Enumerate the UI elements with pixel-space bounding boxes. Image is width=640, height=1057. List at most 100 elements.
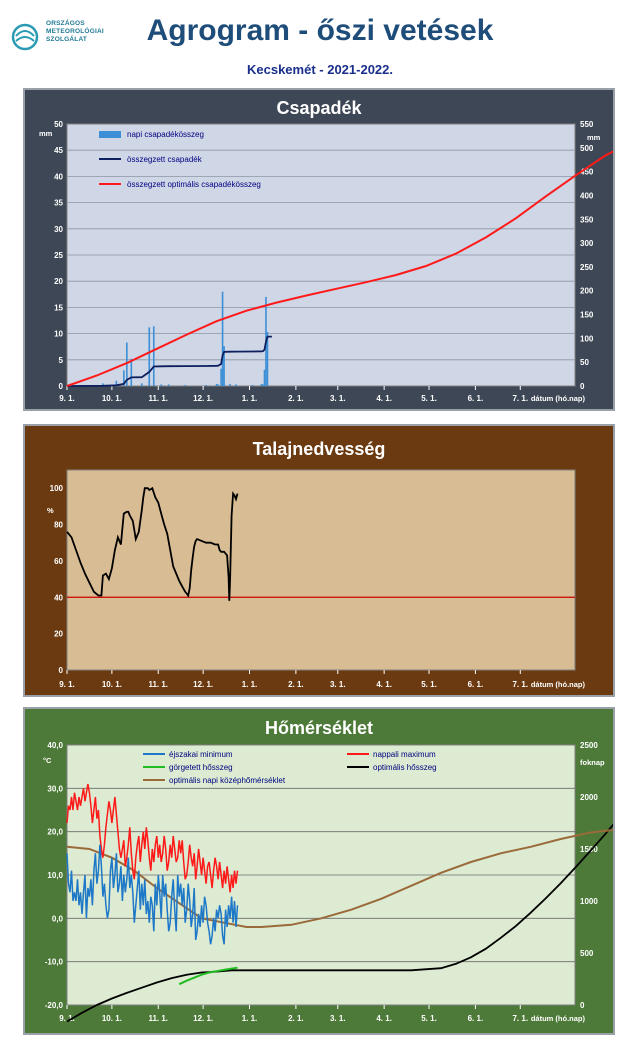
- y-tick-label: 25: [54, 251, 63, 260]
- y2-tick-label: 400: [580, 191, 594, 200]
- x-tick-label: 10. 1.: [102, 1014, 122, 1023]
- y-tick-label: 60: [54, 557, 63, 566]
- y2-tick-label: 0: [580, 382, 585, 391]
- precip-bar: [235, 384, 237, 386]
- precip-bar: [126, 342, 128, 386]
- y-tick-label: 40: [54, 593, 63, 602]
- x-tick-label: 7. 1.: [512, 1014, 528, 1023]
- y2-tick-label: 150: [580, 311, 594, 320]
- omsz-logo: ORSZÁGOS METEOROLÓGIAI SZOLGÁLAT: [10, 18, 130, 58]
- x-tick-label: 1. 1.: [242, 394, 258, 403]
- precip-bar: [184, 384, 186, 386]
- x-tick-label: 9. 1.: [59, 1014, 75, 1023]
- x-tick-label: 3. 1.: [330, 394, 346, 403]
- y-tick-label: 45: [54, 146, 63, 155]
- soil-moisture-chart: Talajnedvesség 9. 1. 10. 1. 11. 1. 12. 1. 1. …: [47, 439, 586, 689]
- y2-tick-label: 2500: [580, 741, 598, 750]
- precip-bar: [123, 370, 125, 386]
- cum-precip-line: [66, 335, 272, 387]
- x-tick-label: 12. 1.: [193, 680, 213, 689]
- x-tick-label: 6. 1.: [468, 680, 484, 689]
- opt-daily-mean-line: [66, 825, 640, 928]
- x-axis-label: dátum (hó.nap): [531, 680, 586, 689]
- precip-bar: [130, 358, 133, 386]
- y-unit-label: %: [47, 506, 54, 515]
- x-tick-label: 9. 1.: [59, 394, 75, 403]
- soil-moisture-line: [66, 486, 239, 601]
- y-tick-label: 80: [54, 521, 63, 530]
- precip-bar: [140, 383, 143, 386]
- precip-bar: [223, 346, 225, 386]
- precip-bar: [221, 291, 224, 386]
- rolling-heat-line: [178, 966, 238, 986]
- x-tick-label: 4. 1.: [376, 1014, 392, 1023]
- y2-tick-label: 450: [580, 168, 594, 177]
- legend-label: optimális napi középhőmérséklet: [169, 776, 286, 785]
- x-tick-label: 1. 1.: [242, 680, 258, 689]
- precip-bar: [115, 380, 118, 386]
- plot-area: [66, 469, 576, 671]
- y-tick-label: 35: [54, 199, 63, 208]
- y-tick-label: 20: [54, 277, 63, 286]
- precip-bar: [251, 384, 254, 386]
- legend-label: napi csapadékösszeg: [127, 130, 204, 139]
- precip-bar: [263, 369, 266, 386]
- x-tick-label: 10. 1.: [102, 680, 122, 689]
- y2-tick-label: 1000: [580, 897, 598, 906]
- y-tick-label: -10,0: [45, 958, 64, 967]
- precip-bar: [220, 368, 222, 386]
- legend-label: éjszakai minimum: [169, 750, 233, 759]
- y2-tick-label: 250: [580, 263, 594, 272]
- x-tick-label: 7. 1.: [512, 680, 528, 689]
- precip-bar: [152, 326, 155, 386]
- x-tick-label: 3. 1.: [330, 680, 346, 689]
- y-tick-label: 30: [54, 225, 63, 234]
- y-tick-label: 15: [54, 303, 63, 312]
- temperature-chart: Hőmérséklet 9. 1. 10. 1. 11. 1. 12. 1. 1. 1. 2…: [43, 718, 640, 1023]
- x-tick-label: 4. 1.: [376, 680, 392, 689]
- opt-heat-sum-line: [66, 790, 640, 1023]
- precip-bar: [148, 327, 151, 386]
- y-tick-label: 0,0: [52, 914, 64, 923]
- x-tick-label: 7. 1.: [512, 394, 528, 403]
- y-unit-label: °C: [43, 756, 52, 765]
- legend-label: optimális hősszeg: [373, 763, 437, 772]
- logo-line-3: SZOLGÁLAT: [46, 36, 88, 43]
- x-tick-label: 5. 1.: [421, 680, 437, 689]
- x-tick-label: 11. 1.: [148, 680, 168, 689]
- x-axis-label: dátum (hó.nap): [531, 394, 586, 403]
- temperature-panel: Hőmérséklet 9. 1. 10. 1. 11. 1. 12. 1. 1. 1. 2…: [23, 707, 640, 1035]
- day-max-line: [66, 783, 239, 893]
- y-tick-label: 0: [59, 666, 64, 675]
- y-tick-label: 10: [54, 330, 63, 339]
- x-axis-label: dátum (hó.nap): [531, 1014, 586, 1023]
- logo-line-2: METEOROLÓGIAI: [46, 28, 104, 35]
- x-tick-label: 2. 1.: [288, 680, 304, 689]
- logo-text: ORSZÁGOS METEOROLÓGIAI SZOLGÁLAT: [46, 20, 104, 44]
- precip-bar: [266, 332, 269, 386]
- legend-label: nappali maximum: [373, 750, 436, 759]
- x-tick-label: 6. 1.: [468, 394, 484, 403]
- soil-moisture-panel: Talajnedvesség 9. 1. 10. 1. 11. 1. 12. 1. 1. …: [23, 424, 615, 697]
- cum-optimal-line: [66, 142, 640, 387]
- precip-bar: [215, 383, 218, 386]
- y2-tick-label: 500: [580, 949, 594, 958]
- y2-tick-label: 100: [580, 334, 594, 343]
- page-title: Agrogram - őszi vetések: [146, 14, 494, 47]
- x-tick-label: 10. 1.: [102, 394, 122, 403]
- precip-bar: [102, 383, 104, 386]
- x-tick-label: 2. 1.: [288, 1014, 304, 1023]
- precip-bar: [167, 384, 170, 386]
- y2-tick-label: 500: [580, 144, 594, 153]
- x-tick-label: 1. 1.: [242, 1014, 258, 1023]
- y2-tick-label: 550: [580, 120, 594, 129]
- logo-line-1: ORSZÁGOS: [46, 20, 85, 27]
- x-tick-label: 2. 1.: [288, 394, 304, 403]
- y2-unit-label: foknap: [580, 758, 605, 767]
- y-tick-label: 5: [59, 356, 64, 365]
- y-tick-label: 20: [54, 630, 63, 639]
- chart-title: Csapadék: [276, 98, 362, 118]
- y-tick-label: 100: [50, 484, 64, 493]
- precipitation-chart: Csapadék 9. 1. 10. 1. 11. 1. 12. 1. 1. 1. 2. 1…: [39, 98, 640, 403]
- chart-title: Hőmérséklet: [265, 718, 373, 738]
